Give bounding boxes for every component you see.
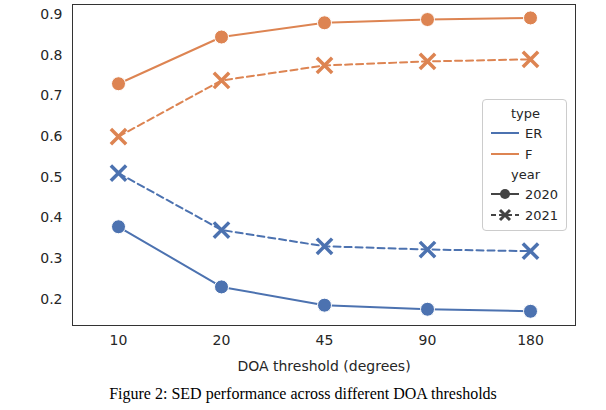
svg-text:10: 10	[110, 332, 128, 348]
svg-text:0.3: 0.3	[40, 250, 62, 266]
svg-text:0.7: 0.7	[40, 87, 62, 103]
svg-text:180: 180	[517, 332, 544, 348]
html-text:2020: 2020	[525, 186, 559, 202]
svg-text:45: 45	[316, 332, 334, 348]
svg-text:0.2: 0.2	[40, 291, 62, 307]
svg-text:DOA threshold (degrees): DOA threshold (degrees)	[237, 358, 410, 374]
svg-text:0.5: 0.5	[40, 169, 62, 185]
html-text:ER: ER	[525, 125, 543, 141]
html-text:Figure 2: SED performance acro: Figure 2: SED performance across differe…	[109, 385, 497, 402]
svg-text:20: 20	[213, 332, 231, 348]
svg-text:0.4: 0.4	[40, 209, 62, 225]
html-text:2021: 2021	[525, 207, 559, 223]
svg-text:0.9: 0.9	[40, 6, 62, 22]
html-text:type: type	[511, 105, 540, 121]
svg-text:0.6: 0.6	[40, 128, 62, 144]
html-text:F: F	[525, 146, 533, 162]
svg-text:0.8: 0.8	[40, 47, 62, 63]
svg-text:90: 90	[419, 332, 437, 348]
html-text:year: year	[511, 166, 540, 182]
